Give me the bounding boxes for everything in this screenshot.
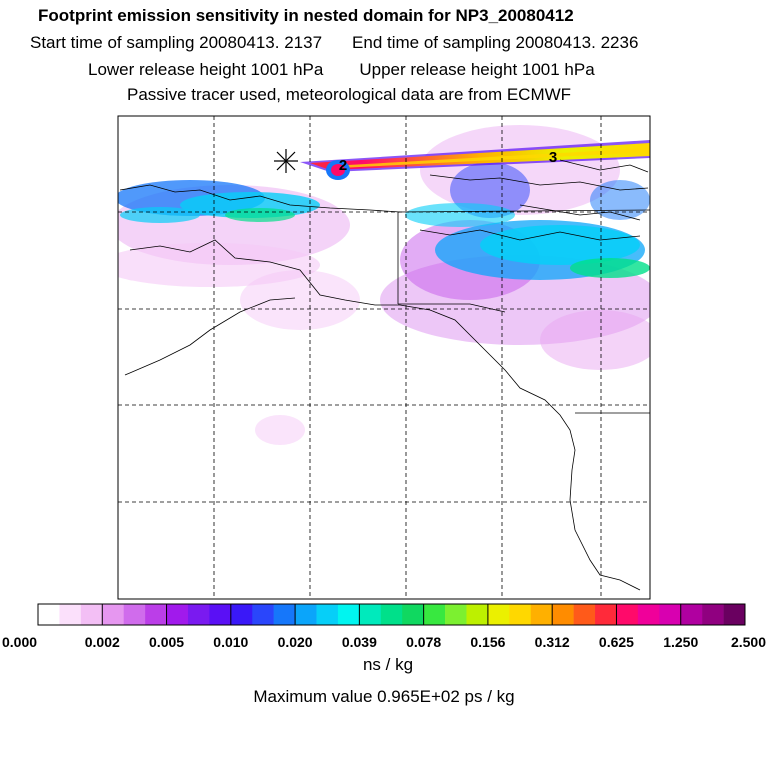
emission-plume — [300, 140, 650, 180]
coastlines — [119, 159, 649, 591]
sensitivity-field-low — [118, 125, 650, 445]
start-time: Start time of sampling 20080413. 2137 — [30, 33, 323, 52]
plot-title: Footprint emission sensitivity in nested… — [38, 6, 574, 25]
lower-release-height: Lower release height 1001 hPa — [88, 60, 324, 79]
release-heights: Lower release height 1001 hPa Upper relea… — [88, 60, 768, 80]
map-label-2: 2 — [339, 157, 347, 174]
tracer-note: Passive tracer used, meteorological data… — [127, 85, 572, 104]
map-label-3: 3 — [549, 149, 557, 166]
upper-release-height: Upper release height 1001 hPa — [359, 60, 595, 79]
maximum-value: Maximum value 0.965E+02 ps / kg — [253, 687, 515, 706]
end-time: End time of sampling 20080413. 2236 — [352, 33, 639, 52]
asterisk-icon — [274, 149, 298, 173]
map-frame — [117, 115, 651, 600]
sampling-times: Start time of sampling 20080413. 2137 End… — [30, 33, 768, 53]
colorbar-units: ns / kg — [362, 655, 414, 674]
graticule — [118, 116, 650, 599]
